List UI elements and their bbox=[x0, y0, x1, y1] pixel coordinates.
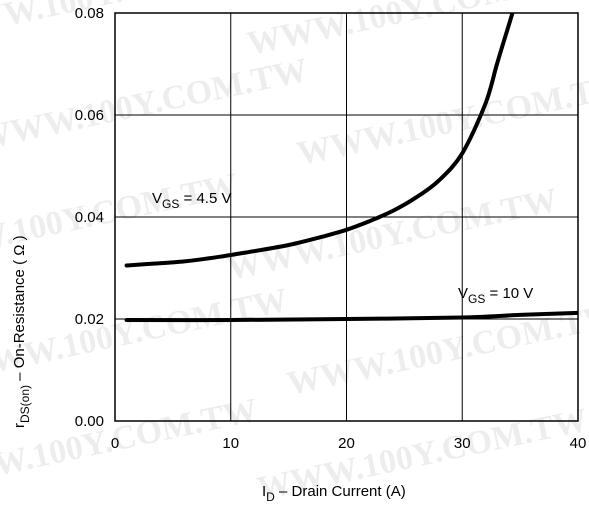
watermark-text: WWW.100Y.COM.TW bbox=[294, 67, 589, 173]
y-tick-label: 0.02 bbox=[75, 311, 104, 328]
series-label-vgs-4-5-main: V bbox=[152, 190, 162, 207]
grid bbox=[115, 13, 578, 421]
series-label-vgs-10-rest: = 10 V bbox=[485, 285, 533, 302]
x-axis-label-main: I bbox=[262, 483, 266, 500]
y-tick-labels: 0.00 0.02 0.04 0.06 0.08 bbox=[75, 5, 104, 430]
y-axis-label: rDS(on) – On-Resistance ( Ω ) bbox=[11, 235, 32, 428]
series-label-vgs-10-main: V bbox=[458, 285, 468, 302]
series-line-vgs-10 bbox=[124, 310, 578, 323]
y-tick-label: 0.08 bbox=[75, 5, 104, 22]
y-axis-label-sub: DS(on) bbox=[18, 385, 32, 423]
watermark-text: WWW.100Y.COM.TW bbox=[224, 182, 561, 288]
x-axis-label-sub: D bbox=[266, 490, 275, 504]
x-tick-label: 0 bbox=[111, 435, 119, 452]
x-axis-label: ID – Drain Current (A) bbox=[262, 483, 406, 504]
watermark-text: WWW.100Y.COM.TW bbox=[0, 282, 291, 388]
x-tick-label: 30 bbox=[454, 435, 471, 452]
series-label-vgs-10: VGS = 10 V bbox=[458, 285, 533, 306]
series-layer bbox=[124, 13, 578, 323]
x-tick-labels: 0 10 20 30 40 bbox=[111, 435, 587, 452]
series-line-vgs-4-5 bbox=[124, 13, 515, 268]
plot-frame bbox=[114, 12, 579, 422]
x-tick-label: 10 bbox=[222, 435, 239, 452]
series-label-vgs-4-5-rest: = 4.5 V bbox=[179, 190, 231, 207]
series-label-vgs-10-sub: GS bbox=[468, 292, 485, 306]
x-tick-label: 40 bbox=[570, 435, 587, 452]
series-label-vgs-4-5-sub: GS bbox=[162, 197, 179, 211]
y-tick-label: 0.00 bbox=[75, 413, 104, 430]
x-axis-label-rest: – Drain Current (A) bbox=[275, 483, 406, 500]
y-axis-label-rest: – On-Resistance ( Ω ) bbox=[11, 235, 28, 385]
y-tick-label: 0.06 bbox=[75, 107, 104, 124]
x-tick-label: 20 bbox=[338, 435, 355, 452]
series-label-vgs-4-5: VGS = 4.5 V bbox=[152, 190, 231, 211]
y-axis-label-main: r bbox=[11, 423, 28, 428]
y-tick-label: 0.04 bbox=[75, 209, 104, 226]
watermark-text: WWW.100Y.COM.TW bbox=[0, 52, 311, 158]
